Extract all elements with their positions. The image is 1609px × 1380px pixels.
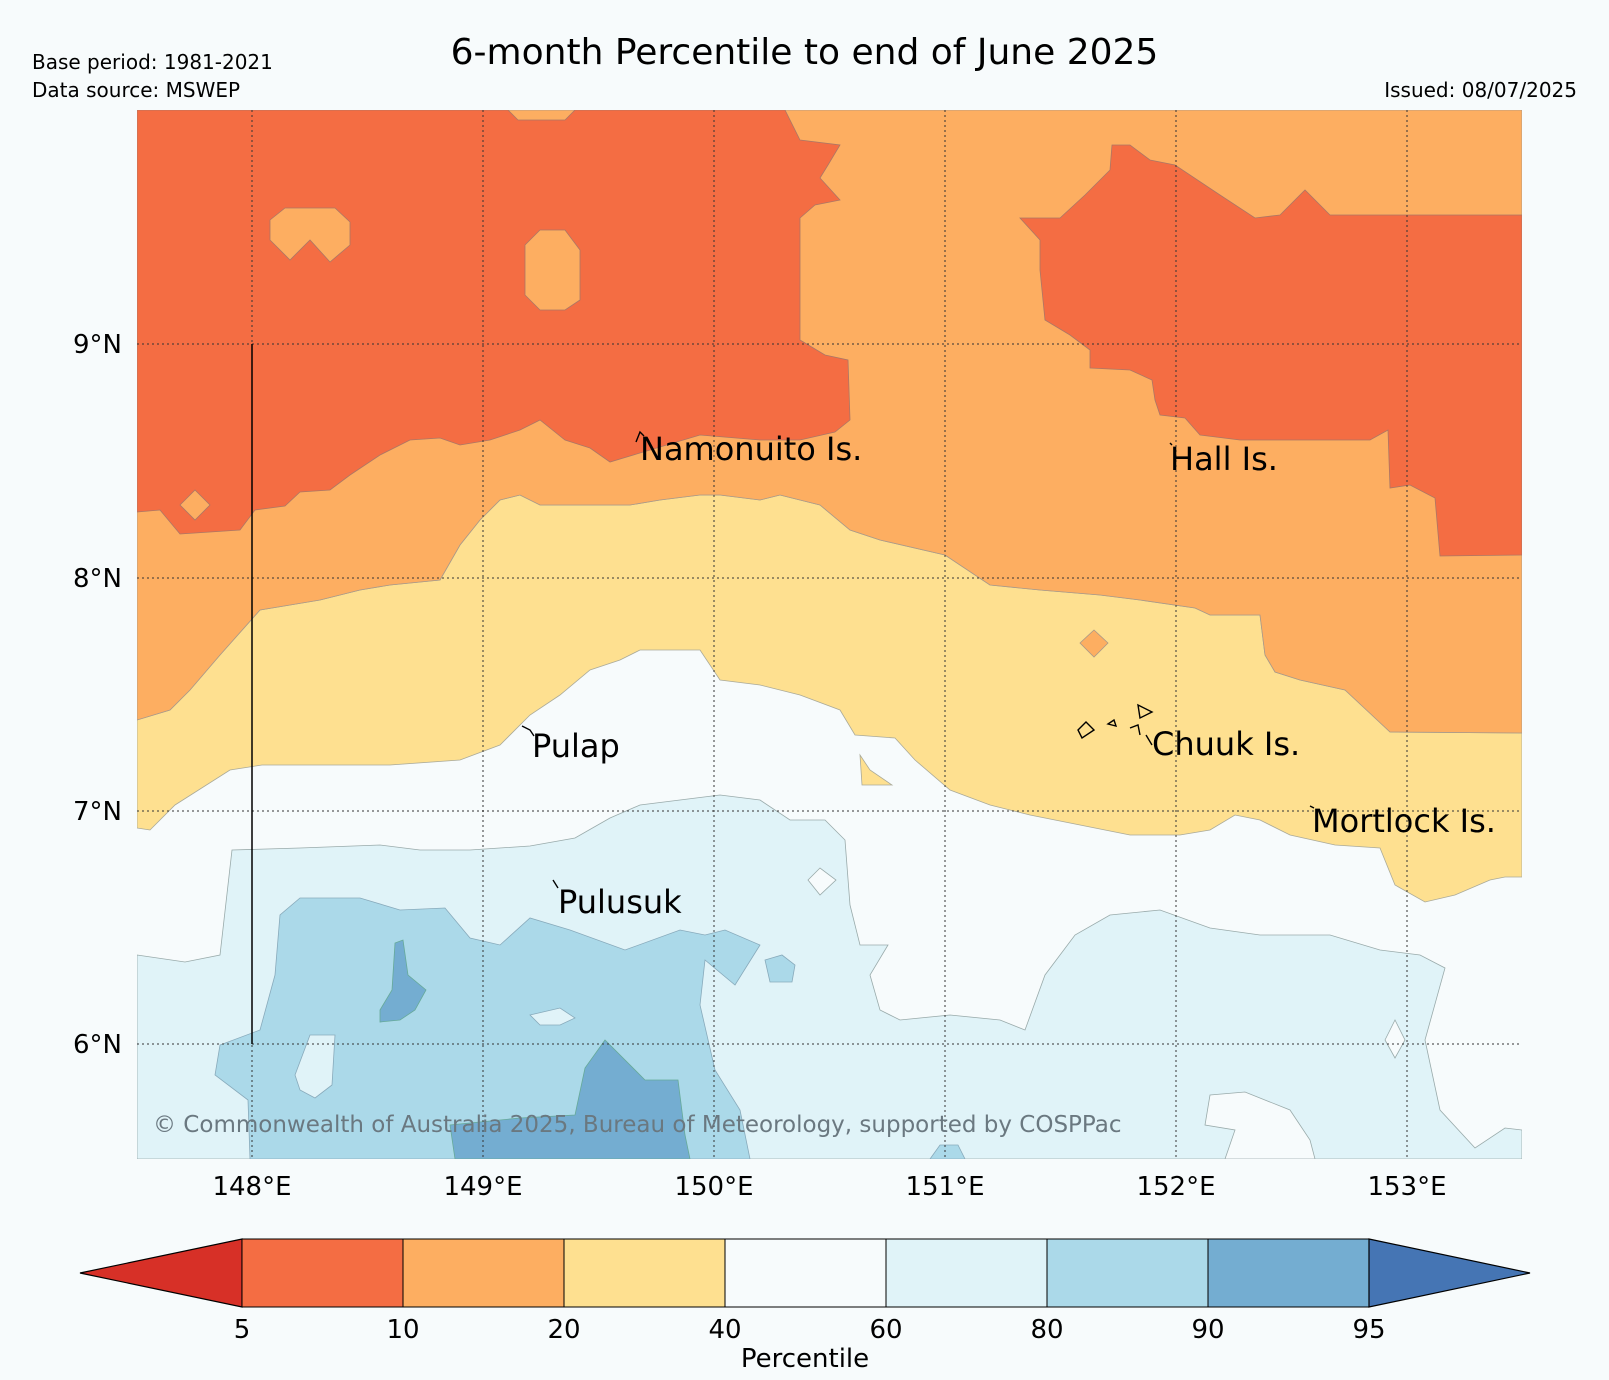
- page-title: 6-month Percentile to end of June 2025: [450, 32, 1159, 73]
- colorbar-tick: 90: [1191, 1315, 1224, 1345]
- lat-label: 8°N: [73, 564, 122, 594]
- colorbar-swatch: [563, 1238, 726, 1308]
- colorbar-tick: 40: [708, 1315, 741, 1345]
- place-label: Mortlock Is.: [1312, 802, 1496, 840]
- lon-label: 152°E: [1136, 1172, 1215, 1202]
- place-label: Hall Is.: [1170, 440, 1278, 478]
- base-period-label: Base period: 1981-2021: [32, 50, 273, 74]
- place-label: Namonuito Is.: [640, 430, 862, 468]
- colorbar-swatch: [1046, 1238, 1209, 1308]
- map-panel: Namonuito Is. Hall Is. Pulap Chuuk Is. M…: [137, 110, 1522, 1159]
- colorbar-extend-high: [1368, 1238, 1531, 1308]
- issued-date-label: Issued: 08/07/2025: [1384, 78, 1577, 102]
- lat-label: 6°N: [73, 1030, 122, 1060]
- place-label: Chuuk Is.: [1152, 725, 1300, 763]
- colorbar-swatch: [241, 1238, 404, 1308]
- lon-label: 151°E: [905, 1172, 984, 1202]
- graticule: [137, 110, 1522, 1159]
- band-90-95: [379, 939, 427, 1023]
- colorbar-swatch: [724, 1238, 887, 1308]
- colorbar-swatch: [402, 1238, 565, 1308]
- copyright-notice: © Commonwealth of Australia 2025, Bureau…: [153, 1112, 1122, 1138]
- place-label: Pulap: [532, 727, 620, 765]
- colorbar-extend-low: [79, 1238, 243, 1308]
- island-outlines: [521, 430, 1315, 889]
- colorbar-tick: 60: [869, 1315, 902, 1345]
- colorbar-tick: 95: [1352, 1315, 1385, 1345]
- lat-label: 9°N: [73, 330, 122, 360]
- lon-label: 149°E: [443, 1172, 522, 1202]
- colorbar-tick: 20: [547, 1315, 580, 1345]
- colorbar-label: Percentile: [741, 1344, 869, 1374]
- colorbar-tick: 10: [386, 1315, 419, 1345]
- data-source-label: Data source: MSWEP: [32, 78, 241, 102]
- lon-label: 153°E: [1367, 1172, 1446, 1202]
- colorbar-swatch: [1207, 1238, 1370, 1308]
- colorbar-swatch: [885, 1238, 1048, 1308]
- colorbar-tick: 80: [1030, 1315, 1063, 1345]
- colorbar-tick: 5: [234, 1315, 251, 1345]
- lat-label: 7°N: [73, 797, 122, 827]
- colorbar: 5 10 20 40 60 80 90 95 Percentile: [79, 1238, 1531, 1374]
- lon-label: 148°E: [212, 1172, 291, 1202]
- place-label: Pulusuk: [558, 883, 682, 921]
- lon-label: 150°E: [674, 1172, 753, 1202]
